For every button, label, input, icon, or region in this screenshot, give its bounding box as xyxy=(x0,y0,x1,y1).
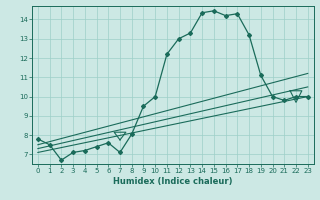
X-axis label: Humidex (Indice chaleur): Humidex (Indice chaleur) xyxy=(113,177,233,186)
